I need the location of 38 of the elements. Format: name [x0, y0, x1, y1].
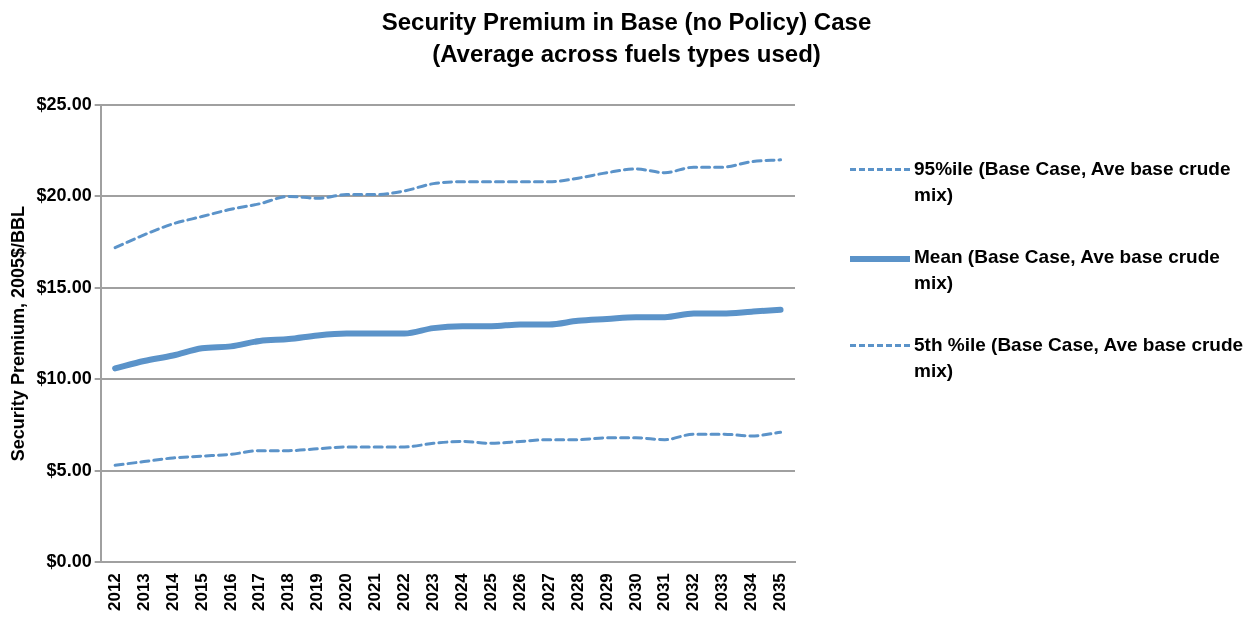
x-tick-label: 2019	[307, 573, 327, 612]
line-series	[113, 430, 783, 467]
y-tick-label: $0.00	[46, 551, 92, 572]
legend-label: 5th %ile (Base Case, Ave base crude mix)	[914, 333, 1244, 383]
x-tick-label: 2034	[741, 572, 761, 612]
y-tick-label: $5.00	[46, 459, 92, 480]
line-series	[113, 158, 783, 250]
x-tick-label: 2022	[394, 573, 414, 612]
x-tick-label: 2014	[162, 572, 182, 612]
x-tick-label: 2017	[249, 573, 269, 612]
chart-title: Security Premium in Base (no Policy) Case	[380, 7, 873, 37]
x-tick-label: 2025	[480, 573, 500, 612]
chart-subtitle: (Average across fuels types used)	[431, 39, 822, 69]
legend-label: Mean (Base Case, Ave base crude mix)	[914, 245, 1221, 295]
x-tick-label: 2028	[567, 573, 587, 612]
legend-label: 95%ile (Base Case, Ave base crude mix)	[914, 157, 1232, 207]
x-tick-label: 2027	[538, 573, 558, 612]
x-tick-label: 2016	[220, 573, 240, 612]
x-tick-label: 2035	[770, 573, 790, 612]
x-tick-label: 2013	[133, 573, 153, 612]
x-tick-label: 2018	[278, 573, 298, 612]
x-tick-label: 2012	[104, 573, 124, 612]
x-tick-label: 2023	[423, 573, 443, 612]
x-tick-label: 2029	[596, 573, 616, 612]
x-tick-label: 2031	[654, 573, 674, 612]
x-tick-label: 2015	[191, 573, 211, 612]
x-tick-label: 2033	[712, 573, 732, 612]
y-axis-title: Security Premium, 2005$/BBL	[7, 206, 28, 462]
x-tick-label: 2020	[336, 573, 356, 612]
y-tick-label: $25.00	[36, 93, 92, 114]
y-tick-label: $15.00	[36, 276, 92, 297]
x-tick-label: 2024	[451, 572, 471, 612]
x-tick-label: 2030	[625, 573, 645, 612]
y-tick-label: $20.00	[36, 185, 92, 206]
x-tick-label: 2032	[683, 573, 703, 612]
x-tick-label: 2021	[365, 573, 385, 612]
y-tick-label: $10.00	[36, 368, 92, 389]
x-tick-label: 2026	[509, 573, 529, 612]
